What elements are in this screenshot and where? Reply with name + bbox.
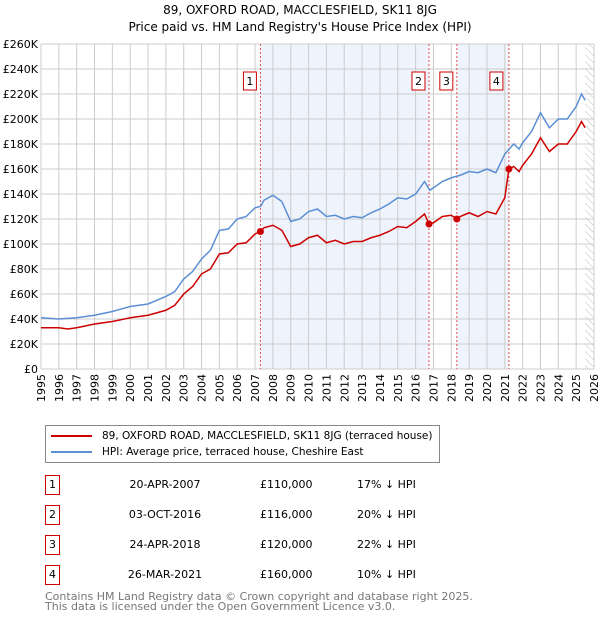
sale-price: £120,000 [260,538,313,551]
x-tick-label: 1999 [106,374,119,402]
x-tick-label: 2021 [499,374,512,402]
y-tick-label: £200K [3,113,39,126]
y-tick-label: £160K [3,163,39,176]
x-tick-label: 2019 [463,374,476,402]
y-tick-label: £180K [3,138,39,151]
sale-label: 3 [443,75,450,88]
sale-date: 20-APR-2007 [129,478,201,491]
sale-row: 3 24-APR-2018 £120,000 22% ↓ HPI [45,535,445,555]
sale-marker-badge: 2 [45,505,60,525]
y-tick-label: £100K [3,238,39,251]
x-tick-label: 2001 [142,374,155,402]
sale-hpi-diff: 10% ↓ HPI [357,568,416,581]
x-tick-label: 2002 [160,374,173,402]
sale-label-box [489,71,504,91]
chart-title: 89, OXFORD ROAD, MACCLESFIELD, SK11 8JG [163,3,437,17]
sale-label: 4 [493,75,500,88]
x-tick-label: 1996 [53,374,66,402]
sale-label-box [439,71,454,91]
sale-point [505,165,513,173]
x-tick-label: 2014 [374,374,387,402]
sale-hpi-diff: 22% ↓ HPI [357,538,416,551]
sale-marker-badge: 4 [45,565,60,585]
legend-label: HPI: Average price, terraced house, Ches… [102,446,364,458]
x-tick-label: 2024 [552,374,565,402]
x-tick-label: 2011 [320,374,333,402]
y-tick-label: £20K [10,338,39,351]
sale-point [425,220,433,228]
x-tick-label: 2010 [303,374,316,402]
legend-item-hpi: HPI: Average price, terraced house, Ches… [51,446,364,458]
x-tick-label: 2012 [338,374,351,402]
legend-item-property: 89, OXFORD ROAD, MACCLESFIELD, SK11 8JG … [51,430,432,442]
sale-price: £110,000 [260,478,313,491]
sale-hpi-diff: 20% ↓ HPI [357,508,416,521]
sale-date: 24-APR-2018 [129,538,201,551]
sale-marker-badge: 1 [45,475,60,495]
x-tick-label: 2018 [445,374,458,402]
y-tick-label: £240K [3,63,39,76]
sale-date: 26-MAR-2021 [127,568,203,581]
sale-hpi-diff: 17% ↓ HPI [357,478,416,491]
x-tick-label: 2020 [481,374,494,402]
series-line [40,92,586,320]
x-tick-label: 2022 [517,374,530,402]
sale-row: 2 03-OCT-2016 £116,000 20% ↓ HPI [45,505,445,525]
legend-swatch-blue [51,451,92,453]
y-tick-label: £260K [3,38,39,51]
x-tick-label: 2006 [231,374,244,402]
sale-point [453,215,461,223]
forecast-hatch [585,44,594,369]
x-tick-label: 2000 [124,374,137,402]
x-tick-label: 2007 [249,374,262,402]
x-tick-label: 2005 [213,374,226,402]
x-tick-label: 2015 [392,374,405,402]
sale-date: 03-OCT-2016 [128,508,202,521]
sale-label-box [242,71,257,91]
x-tick-label: 2004 [196,374,209,402]
footer-copyright: Contains HM Land Registry data © Crown c… [45,590,473,603]
sale-label: 1 [246,75,253,88]
legend: 89, OXFORD ROAD, MACCLESFIELD, SK11 8JG … [45,425,440,463]
x-tick-label: 1997 [71,374,84,402]
y-tick-label: £220K [3,88,39,101]
x-tick-label: 2016 [410,374,423,402]
footer-licence: This data is licensed under the Open Gov… [45,600,396,613]
y-tick-label: £80K [10,263,39,276]
sale-price: £160,000 [260,568,313,581]
sale-row: 1 20-APR-2007 £110,000 17% ↓ HPI [45,475,445,495]
sale-label: 2 [415,75,422,88]
x-tick-label: 1995 [35,374,48,402]
legend-swatch-red [51,435,92,437]
x-tick-label: 1998 [89,374,102,402]
sale-row: 4 26-MAR-2021 £160,000 10% ↓ HPI [45,565,445,585]
y-tick-label: £120K [3,213,39,226]
x-tick-label: 2025 [570,374,583,402]
legend-label: 89, OXFORD ROAD, MACCLESFIELD, SK11 8JG … [102,430,433,442]
x-tick-label: 2008 [267,374,280,402]
x-tick-label: 2023 [534,374,547,402]
x-tick-label: 2003 [178,374,191,402]
chart-subtitle: Price paid vs. HM Land Registry's House … [128,20,472,34]
x-tick-label: 2009 [285,374,298,402]
series-line [41,119,586,330]
x-tick-label: 2013 [356,374,369,402]
x-tick-label: 2026 [588,374,600,402]
y-tick-label: £60K [10,288,39,301]
sale-label-box [411,71,426,91]
y-tick-label: £40K [10,313,39,326]
price-chart: 1995 1996 1997 1998 1999 2000 2001 2002 2003 2004… [3,38,600,402]
sale-price: £116,000 [260,508,313,521]
sale-point [256,228,264,235]
y-tick-label: £140K [3,188,39,201]
x-tick-label: 2017 [427,374,440,402]
sale-marker-badge: 3 [45,535,60,555]
y-tick-label: £0 [24,363,38,376]
shaded-period [456,44,509,369]
